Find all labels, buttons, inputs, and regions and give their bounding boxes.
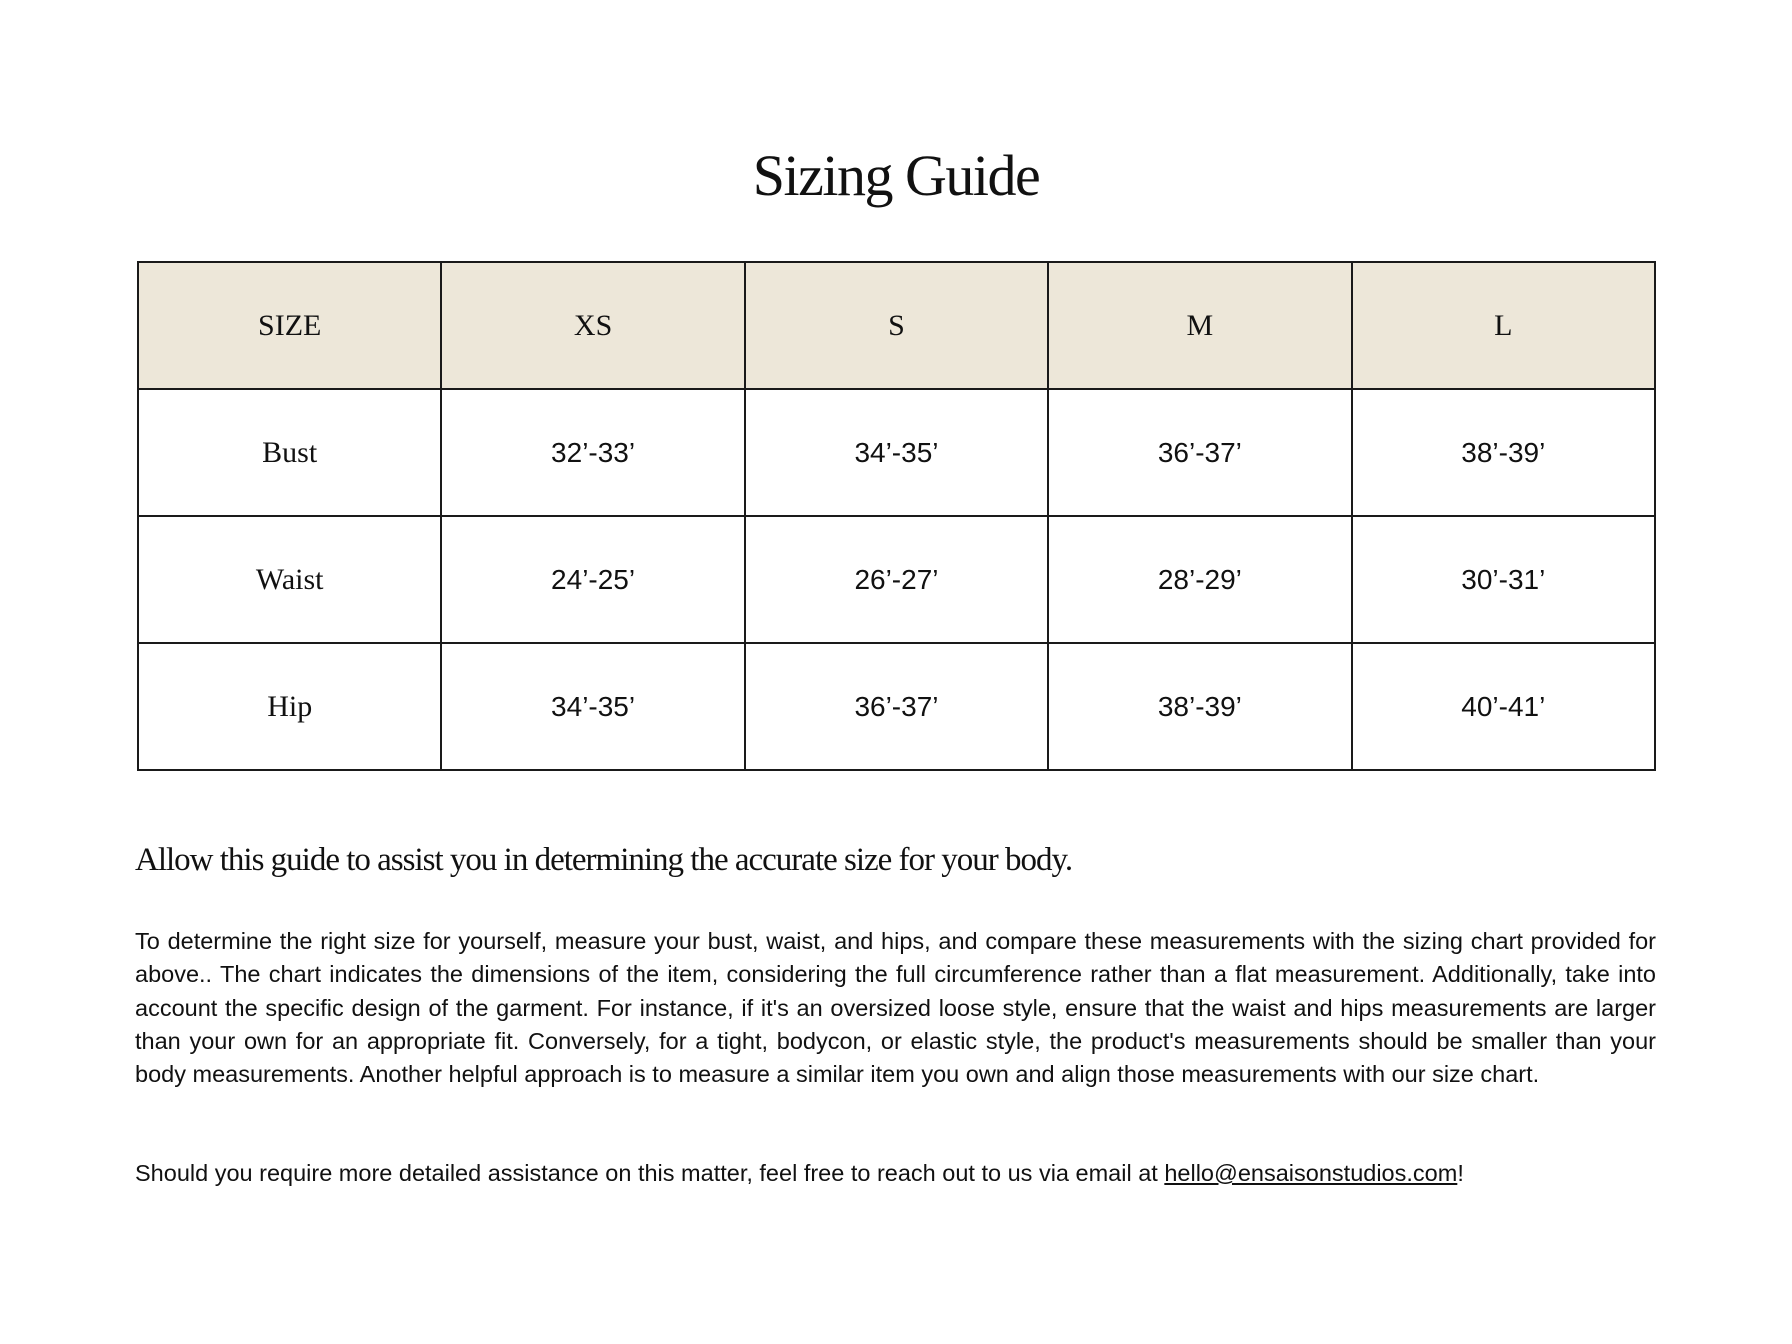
- cell: 28’-29’: [1047, 515, 1353, 644]
- page-title: Sizing Guide: [752, 143, 1041, 208]
- instructions-paragraph: To determine the right size for yourself…: [135, 928, 1656, 1088]
- cell: 34’-35’: [743, 388, 1050, 517]
- table-row-hip: Hip 34’-35’ 36’-37’ 38’-39’ 40’-41’: [136, 642, 1657, 771]
- cell: 32’-33’: [440, 388, 746, 517]
- sizing-table: SIZE XS S M L Bust 32’-33’ 34’-35’ 36’-3…: [136, 261, 1657, 771]
- cell: 34’-35’: [440, 642, 746, 771]
- cell: 24’-25’: [440, 515, 746, 644]
- header-s: S: [743, 261, 1050, 390]
- cell: 30’-31’: [1350, 515, 1657, 644]
- header-size: SIZE: [136, 261, 443, 390]
- cell: 38’-39’: [1047, 642, 1353, 771]
- lead-sentence: Allow this guide to assist you in determ…: [135, 842, 1073, 878]
- contact-suffix: !: [1457, 1160, 1464, 1186]
- row-label: Bust: [136, 388, 443, 517]
- table-header-row: SIZE XS S M L: [136, 261, 1657, 390]
- cell: 40’-41’: [1350, 642, 1657, 771]
- email-link[interactable]: hello@ensaisonstudios.com: [1164, 1160, 1458, 1186]
- cell: 26’-27’: [743, 515, 1050, 644]
- cell: 36’-37’: [743, 642, 1050, 771]
- cell: 38’-39’: [1350, 388, 1657, 517]
- contact-paragraph: Should you require more detailed assista…: [135, 1157, 1656, 1190]
- header-xs: XS: [440, 261, 746, 390]
- header-m: M: [1047, 261, 1353, 390]
- cell: 36’-37’: [1047, 388, 1353, 517]
- table-row-waist: Waist 24’-25’ 26’-27’ 28’-29’ 30’-31’: [136, 515, 1657, 644]
- row-label: Waist: [136, 515, 443, 644]
- header-l: L: [1350, 261, 1657, 390]
- row-label: Hip: [136, 642, 443, 771]
- contact-text: Should you require more detailed assista…: [135, 1160, 1165, 1186]
- table-row-bust: Bust 32’-33’ 34’-35’ 36’-37’ 38’-39’: [136, 388, 1657, 517]
